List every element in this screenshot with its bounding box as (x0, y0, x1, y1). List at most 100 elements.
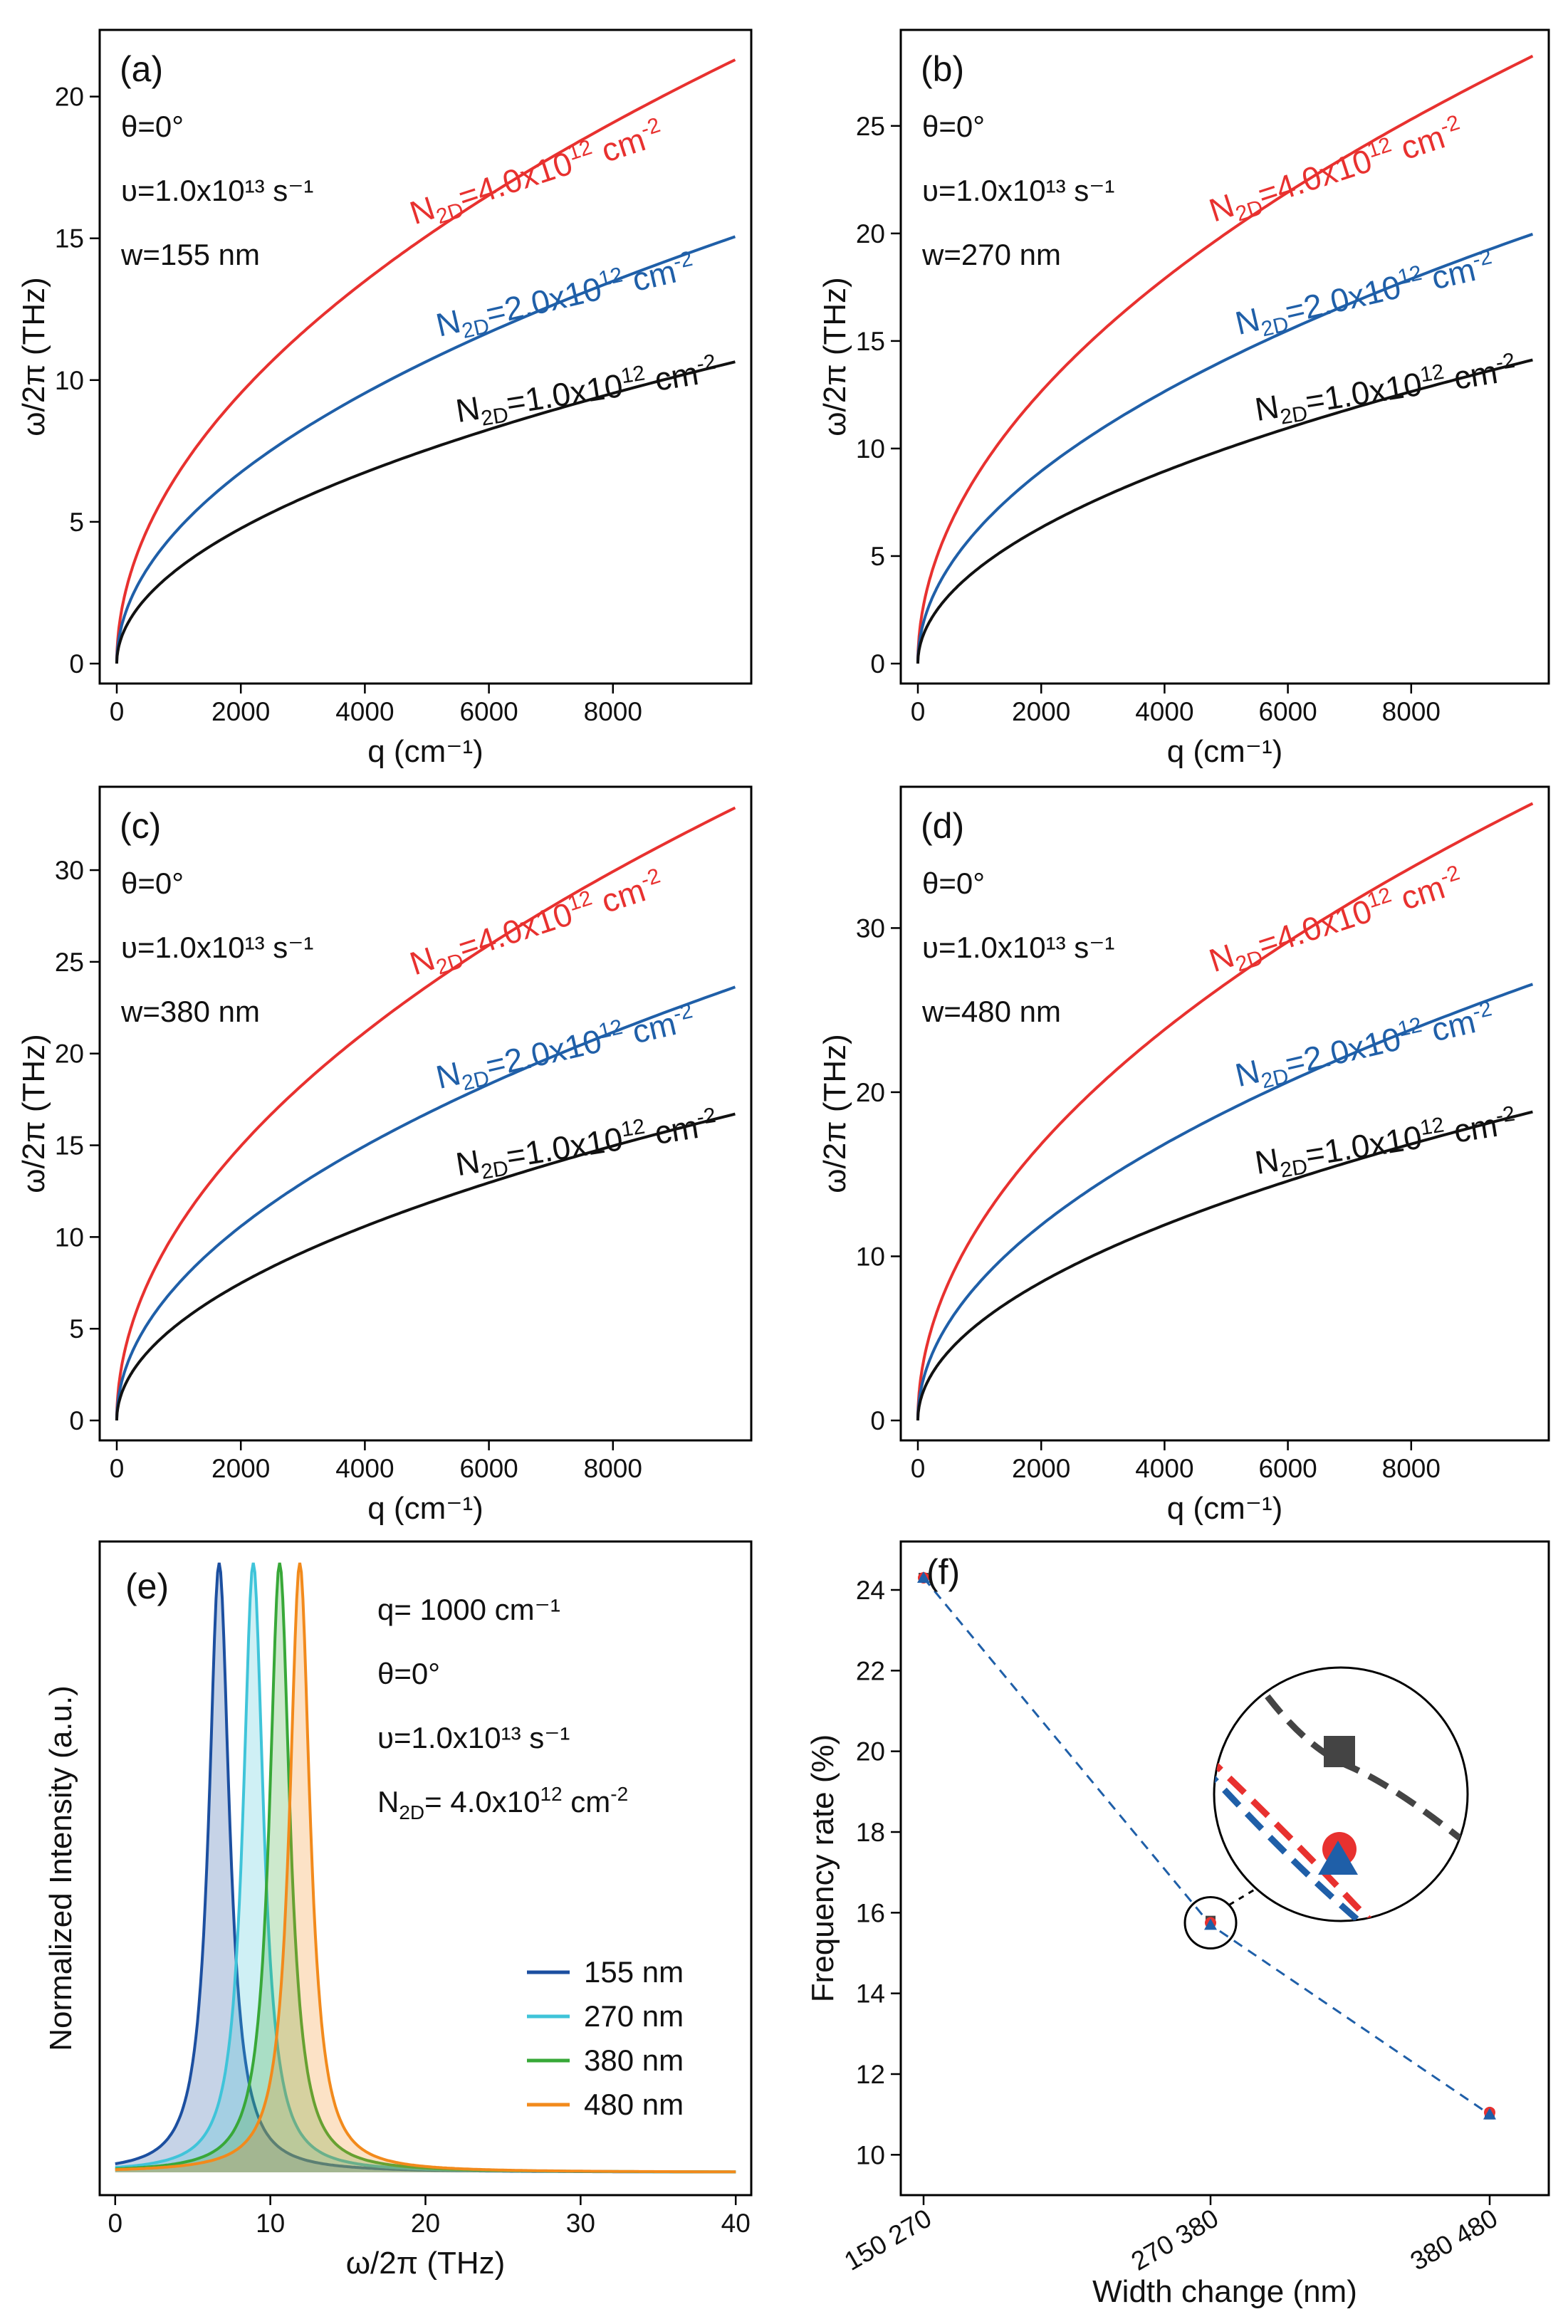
label-mid: =2.0x10 (1282, 268, 1404, 330)
y-tick-label: 15 (55, 224, 84, 253)
annotation: υ=1.0x10¹³ s⁻¹ (922, 174, 1114, 207)
curve-red (916, 802, 1534, 1420)
zoom-connector (1228, 1887, 1258, 1906)
curve-black (916, 1110, 1533, 1420)
legend-label: 380 nm (584, 2043, 684, 2077)
curve-label: N2D=4.0x1012 cm-2 (1204, 861, 1468, 984)
y-tick-label: 24 (856, 1576, 885, 1605)
label-sup: -2 (1494, 1102, 1517, 1129)
x-tick-label: 30 (566, 2209, 595, 2238)
y-tick-label: 0 (69, 649, 84, 679)
curve-red (916, 54, 1534, 664)
y-axis-label: ω/2π (THz) (16, 277, 51, 436)
x-tick-label: 0 (108, 2209, 122, 2238)
x-tick-label: 270 380 (1127, 2203, 1223, 2276)
label-sub: 2D (479, 1156, 510, 1184)
legend-label: 270 nm (584, 1999, 684, 2033)
label-mid: =2.0x10 (1282, 1020, 1404, 1082)
y-tick-label: 0 (870, 1406, 885, 1435)
label-n: N (432, 1054, 464, 1096)
y-tick-label: 5 (69, 1314, 84, 1344)
y-tick-label: 20 (55, 83, 84, 112)
y-tick-label: 5 (69, 508, 84, 537)
y-axis-label: ω/2π (THz) (817, 277, 852, 436)
label-mid: =4.0x10 (454, 895, 577, 966)
inset-square (1324, 1736, 1355, 1767)
panel-b: 0 2000 4000 6000 8000 0 5 10 15 20 25 q (cm⁻¹) ω/2π … (817, 28, 1550, 769)
x-tick-label: 4000 (335, 1454, 394, 1483)
label-mid: =2.0x10 (482, 1022, 605, 1084)
curve-black (916, 358, 1533, 664)
x-tick-label: 6000 (1258, 697, 1317, 726)
legend-label: 480 nm (584, 2088, 684, 2121)
y-tick-label: 10 (856, 1242, 885, 1271)
anno-n: N (377, 1785, 399, 1818)
y-tick-label: 5 (870, 542, 885, 571)
plot-frame-c (98, 785, 753, 1442)
panel-label: (d) (921, 806, 964, 846)
label-unit: cm (1419, 251, 1479, 298)
y-axis-label: ω/2π (THz) (16, 1034, 51, 1193)
label-unit: cm (1442, 1106, 1500, 1151)
curve-black (115, 360, 736, 664)
annotation: w=480 nm (921, 995, 1061, 1028)
label-n: N (1253, 1141, 1282, 1181)
curve-red (115, 58, 736, 664)
x-tick-label: 8000 (584, 697, 642, 726)
label-mid: =2.0x10 (482, 270, 605, 333)
y-tick-label: 12 (856, 2060, 885, 2089)
y-tick-label: 10 (856, 2140, 885, 2169)
y-tick-label: 30 (55, 856, 84, 885)
curve-label: N2D=1.0x1012 cm-2 (453, 1104, 721, 1188)
anno-sup: -2 (610, 1783, 628, 1805)
curve-label: N2D=1.0x1012 cm-2 (1252, 349, 1520, 433)
label-mid: =1.0x10 (1302, 365, 1424, 420)
x-tick-label: 8000 (1382, 1454, 1441, 1483)
x-tick-label: 2000 (1012, 697, 1070, 726)
y-tick-label: 20 (856, 1078, 885, 1107)
anno-sub: 2D (399, 1801, 424, 1823)
label-sup: 12 (1396, 1013, 1424, 1042)
label-sub: 2D (479, 403, 510, 431)
annotation: w=155 nm (120, 238, 260, 271)
x-axis-label: ω/2π (THz) (346, 2246, 506, 2281)
plot-frame-d (899, 785, 1550, 1442)
x-axis-label: q (cm⁻¹) (367, 734, 484, 769)
label-sup: 12 (597, 263, 625, 291)
x-tick-label: 2000 (1012, 1454, 1070, 1483)
x-tick-label: 380 480 (1406, 2203, 1502, 2276)
label-sup: 12 (620, 1115, 647, 1142)
label-unit: cm (1442, 353, 1500, 398)
plot-frame-b (899, 28, 1550, 685)
plot-frame-f (899, 1540, 1550, 2197)
x-tick-label: 0 (911, 697, 926, 726)
curve-label: N2D=4.0x1012 cm-2 (404, 864, 669, 987)
x-tick-label: 0 (911, 1454, 926, 1483)
label-mid: =1.0x10 (1302, 1119, 1424, 1173)
y-tick-label: 14 (856, 1979, 885, 2009)
label-sup: 12 (597, 1015, 625, 1044)
y-tick-label: 10 (55, 1223, 84, 1252)
x-tick-label: 6000 (1258, 1454, 1317, 1483)
curve-label: N2D=4.0x1012 cm-2 (1204, 111, 1468, 234)
label-n: N (453, 1143, 482, 1183)
curve-blue (916, 983, 1534, 1420)
x-tick-label: 20 (411, 2209, 440, 2238)
curve-label: N2D=1.0x1012 cm-2 (1252, 1102, 1520, 1186)
y-axis-label: Normalized Intensity (a.u.) (43, 1685, 78, 2051)
panel-f: 10 12 14 16 18 20 22 24 Frequency rate (%) Width … (805, 1540, 1550, 2309)
spectrum-fill-1 (115, 1563, 736, 2172)
label-unit: cm (1419, 1003, 1479, 1050)
label-sup: -2 (695, 1104, 718, 1130)
spectrum-fill-0 (115, 1563, 736, 2172)
x-axis-label: q (cm⁻¹) (1167, 1491, 1283, 1526)
anno-unit: cm (563, 1785, 611, 1818)
panel-label: (e) (125, 1566, 169, 1606)
annotation: θ=0° (121, 110, 184, 143)
label-mid: =4.0x10 (1253, 142, 1376, 213)
label-mid: =4.0x10 (454, 145, 577, 216)
x-tick-label: 6000 (459, 697, 518, 726)
annotation: υ=1.0x10¹³ s⁻¹ (922, 931, 1114, 964)
y-tick-label: 18 (856, 1818, 885, 1847)
